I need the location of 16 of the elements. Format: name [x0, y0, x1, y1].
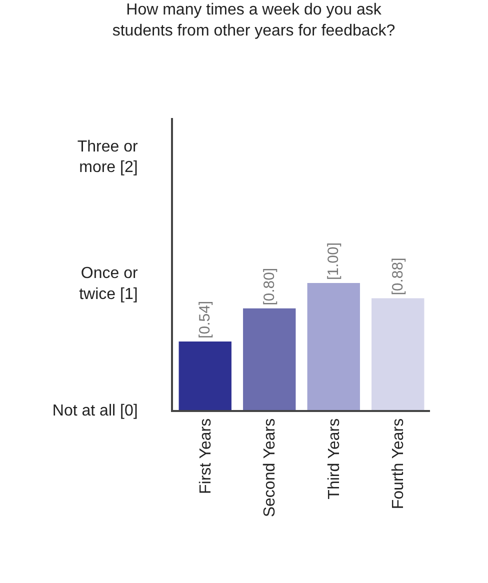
x-tick-label: Third Years — [326, 418, 343, 500]
y-tick-label: Once or twice [1] — [79, 265, 138, 304]
x-tick-label: Second Years — [262, 418, 279, 518]
bar — [372, 298, 424, 410]
bar — [243, 308, 296, 410]
bar — [307, 283, 360, 410]
x-tick-label: Fourth Years — [390, 418, 408, 510]
data-label: [0.54] — [196, 300, 214, 338]
y-tick-label: Three or more [2] — [77, 138, 138, 176]
data-label: [0.88] — [389, 258, 406, 296]
data-label: [0.80] — [260, 268, 278, 306]
x-tick-label: First Years — [197, 418, 214, 494]
data-label: [1.00] — [325, 242, 342, 280]
y-tick-label: Not at all [0] — [52, 402, 138, 420]
bar — [178, 341, 232, 410]
chart-title: How many times a week do you ask students from other years for feedback? — [112, 2, 396, 40]
